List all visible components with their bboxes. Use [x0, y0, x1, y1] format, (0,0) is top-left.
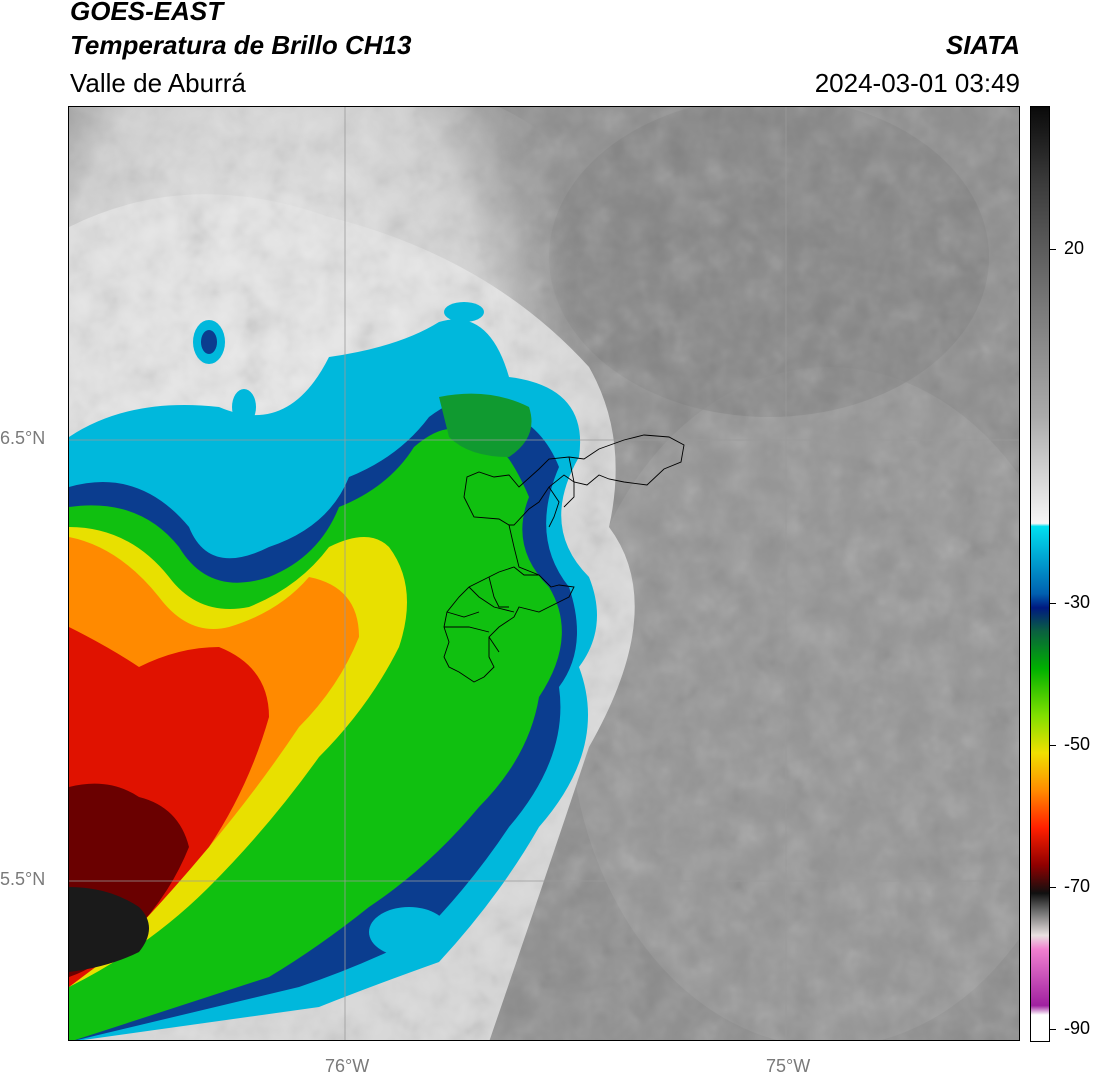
colorbar-tick-mark — [1050, 887, 1056, 888]
colorbar-tick-mark — [1050, 745, 1056, 746]
lon-label-75: 75°W — [766, 1056, 811, 1076]
product-title: Temperatura de Brillo CH13 — [70, 30, 412, 60]
brightness-temperature-field — [69, 107, 1019, 1040]
colorbar-tick-mark — [1050, 1029, 1056, 1030]
datetime-label: 2024-03-01 03:49 — [814, 68, 1020, 98]
satellite-title: GOES-EAST — [70, 0, 224, 26]
cold-core — [69, 887, 149, 972]
lon-label-76: 76°W — [325, 1056, 370, 1076]
colorbar-tick-mark — [1050, 603, 1056, 604]
lat-label-6-5: 6.5°N — [0, 428, 46, 448]
colorbar-tick-minus90: -90 — [1064, 1018, 1091, 1038]
colorbar-tick-minus50: -50 — [1064, 734, 1091, 754]
colorbar-tick-minus30: -30 — [1064, 592, 1091, 612]
colorbar — [1030, 106, 1050, 1042]
agency-label: SIATA — [945, 30, 1020, 60]
municipal-boundaries — [443, 434, 685, 683]
colorbar-tick-20: 20 — [1064, 238, 1085, 258]
colorbar-tick-minus70: -70 — [1064, 876, 1091, 896]
satellite-map[interactable] — [68, 106, 1020, 1041]
lat-label-5-5: 5.5°N — [0, 869, 46, 889]
colorbar-tick-mark — [1050, 249, 1056, 250]
colorbar-gradient — [1031, 107, 1049, 1041]
region-subtitle: Valle de Aburrá — [70, 68, 246, 98]
